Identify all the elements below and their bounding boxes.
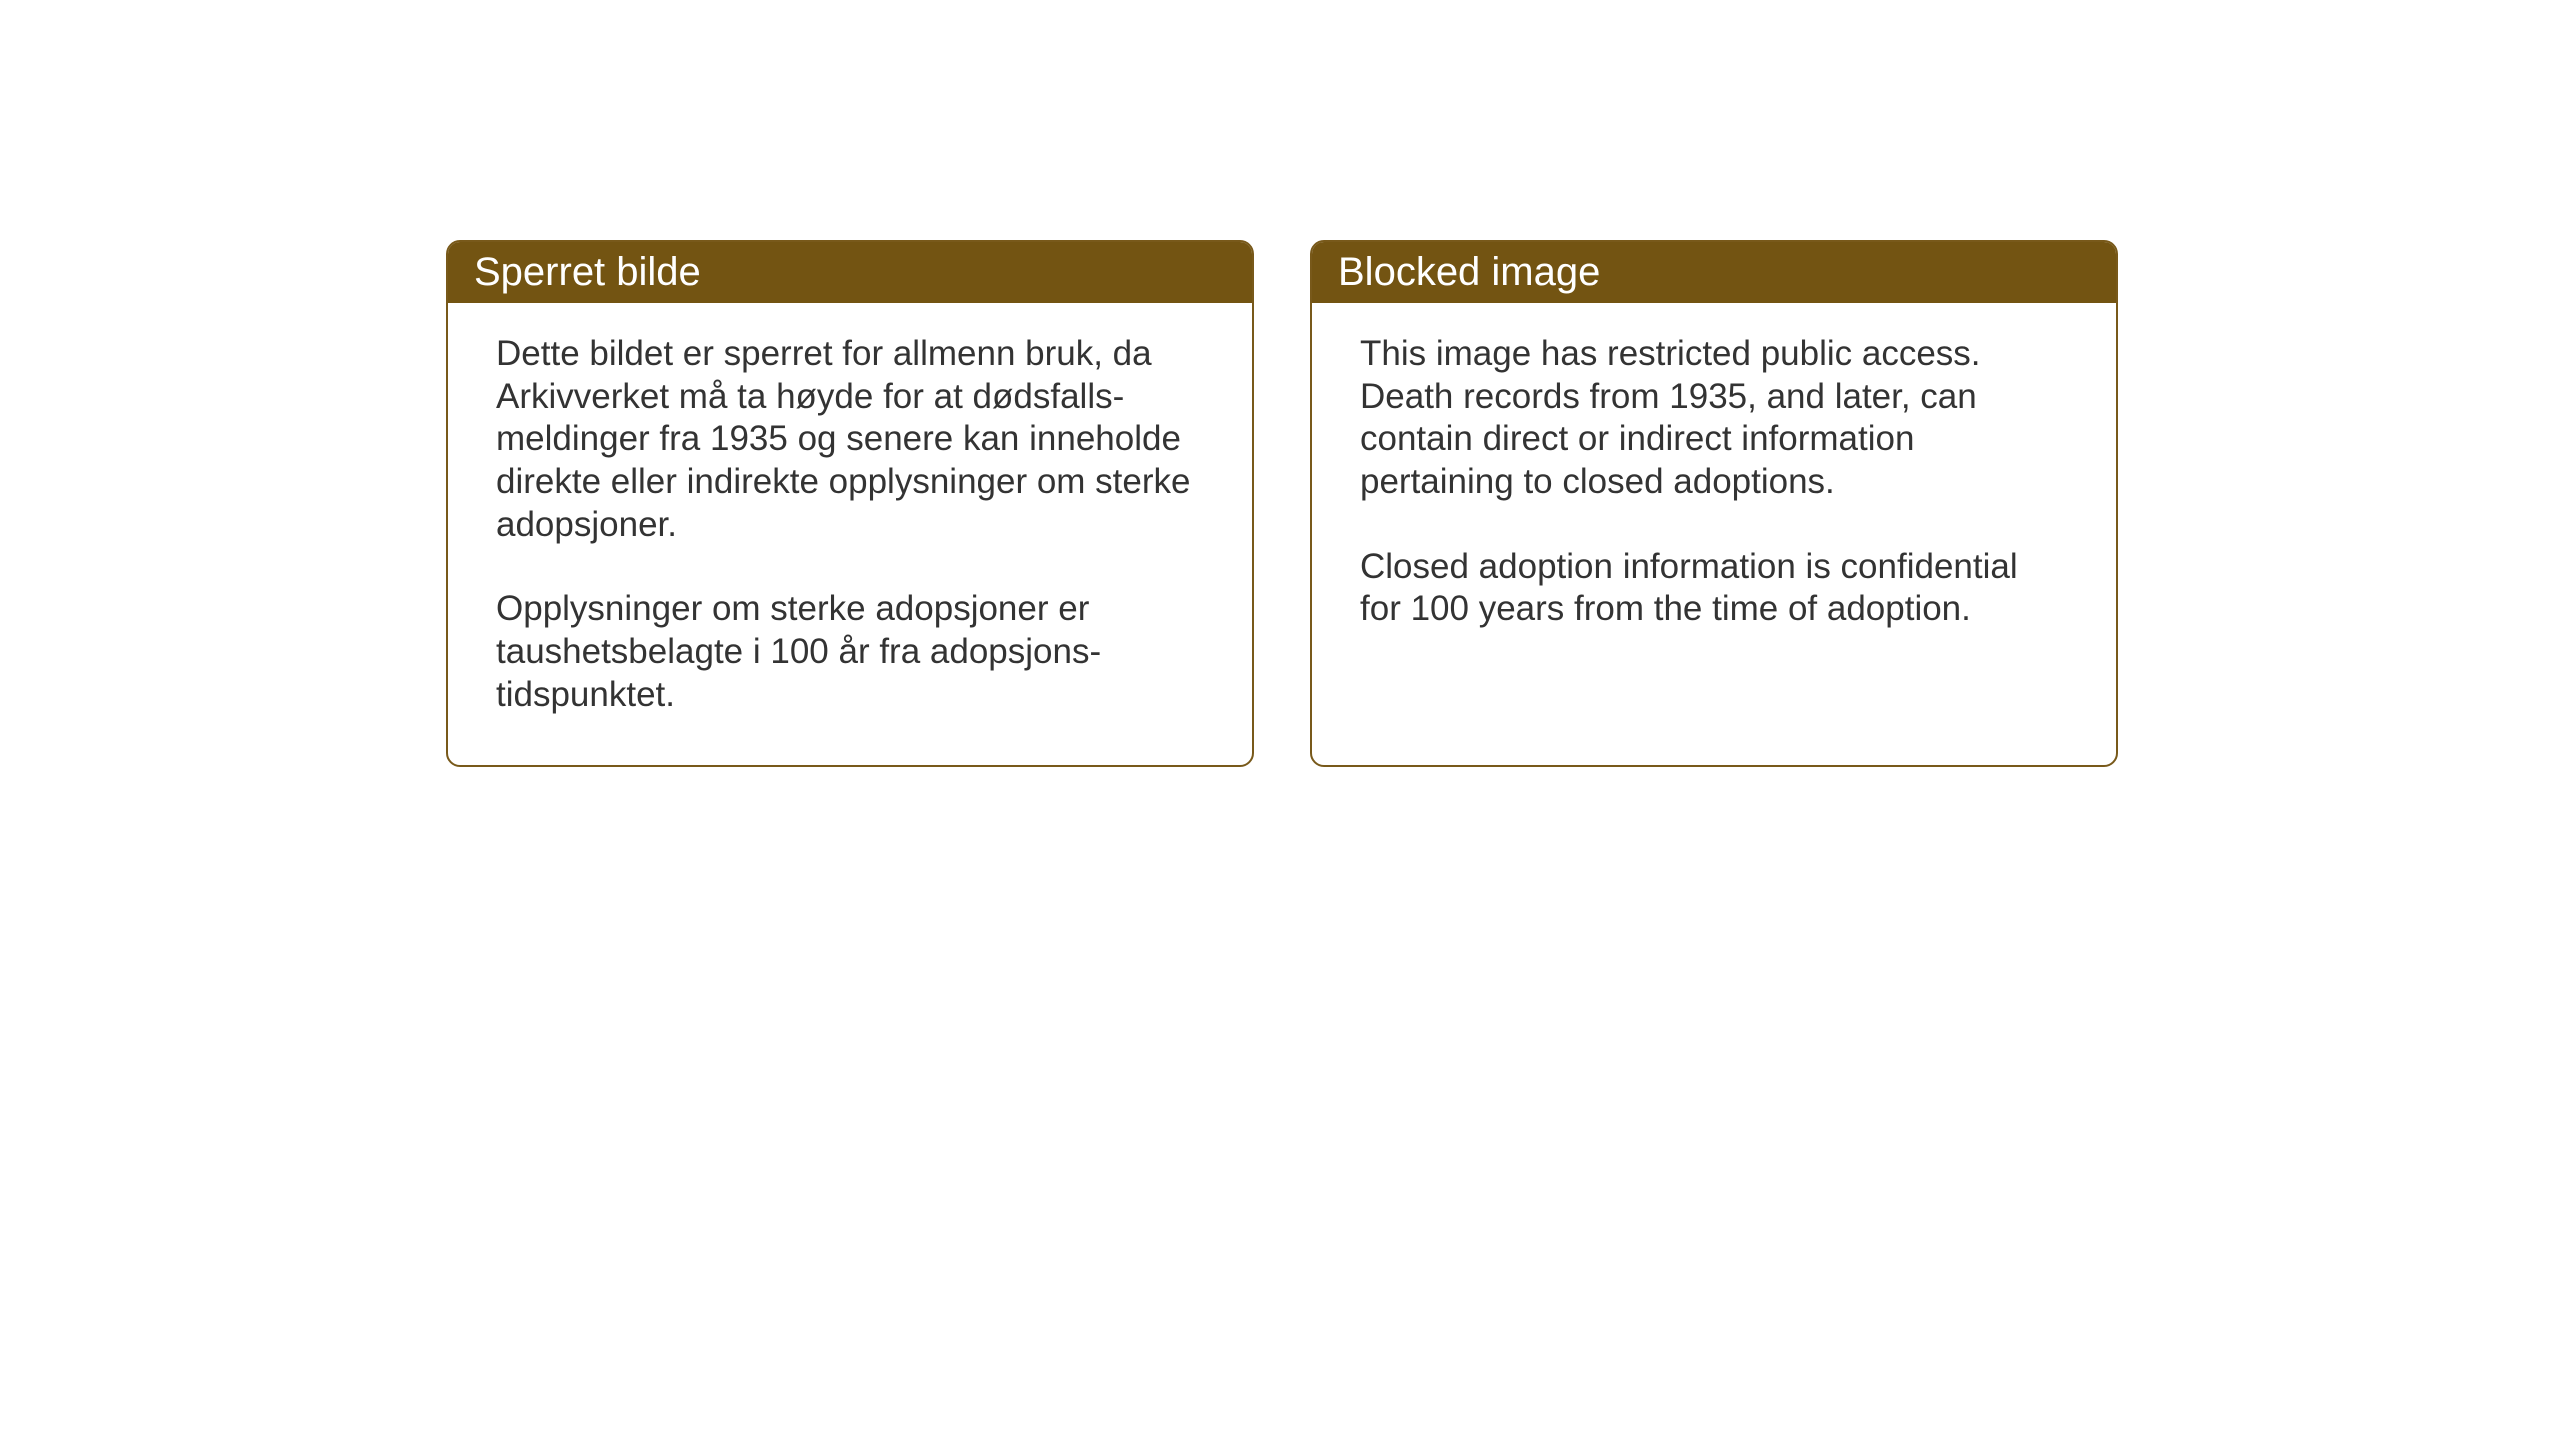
english-card: Blocked image This image has restricted … — [1310, 240, 2118, 767]
english-card-body: This image has restricted public access.… — [1312, 303, 2116, 679]
english-paragraph-2: Closed adoption information is confident… — [1360, 546, 2068, 631]
english-paragraph-1: This image has restricted public access.… — [1360, 333, 2068, 504]
norwegian-card-body: Dette bildet er sperret for allmenn bruk… — [448, 303, 1252, 765]
norwegian-card: Sperret bilde Dette bildet er sperret fo… — [446, 240, 1254, 767]
norwegian-paragraph-1: Dette bildet er sperret for allmenn bruk… — [496, 333, 1204, 546]
norwegian-card-header: Sperret bilde — [448, 242, 1252, 303]
english-card-header: Blocked image — [1312, 242, 2116, 303]
cards-container: Sperret bilde Dette bildet er sperret fo… — [446, 240, 2118, 767]
norwegian-paragraph-2: Opplysninger om sterke adopsjoner er tau… — [496, 588, 1204, 716]
